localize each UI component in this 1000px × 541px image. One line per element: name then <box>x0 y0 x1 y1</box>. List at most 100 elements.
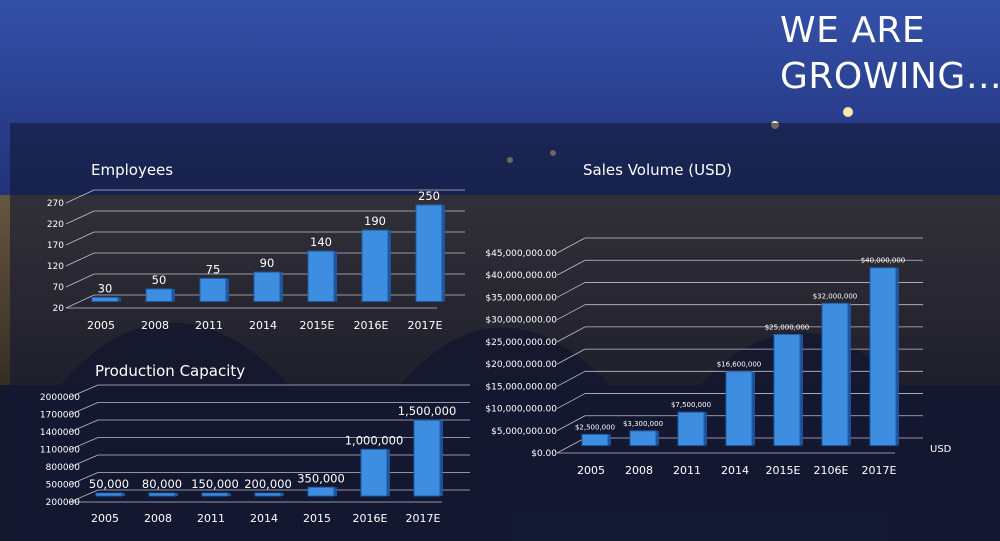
y-tick-label: 1400000 <box>40 428 80 438</box>
bar <box>201 492 229 497</box>
gridline-depth <box>69 384 99 398</box>
x-tick-label: 2014 <box>250 512 278 525</box>
data-label: 140 <box>310 235 332 249</box>
bar <box>677 411 705 446</box>
y-tick-label: $35,000,000.00 <box>485 293 557 303</box>
y-tick-label: $30,000,000.00 <box>485 316 557 326</box>
y-tick-label: 70 <box>53 283 65 293</box>
y-tick-label: 1100000 <box>40 446 80 456</box>
gridline-depth <box>65 252 95 267</box>
bar <box>145 288 173 302</box>
data-label: 50,000 <box>89 477 129 491</box>
gridline-depth <box>69 489 99 503</box>
bar-side <box>175 493 178 496</box>
x-tick-label: 2016E <box>354 319 389 332</box>
bar <box>869 267 897 446</box>
bar-side <box>800 334 803 446</box>
bar <box>415 204 443 302</box>
gridline-depth <box>556 393 586 409</box>
gridline-depth <box>556 237 586 254</box>
bar <box>413 419 441 497</box>
bar-side <box>388 230 391 302</box>
data-label: $3,300,000 <box>623 420 663 428</box>
gridline-depth <box>65 210 95 225</box>
x-tick-label: 2017E <box>408 319 443 332</box>
y-tick-label: $20,000,000.00 <box>485 360 557 370</box>
bar-side <box>752 371 755 446</box>
gridline-depth <box>69 419 99 433</box>
x-tick-label: 2005 <box>91 512 119 525</box>
data-label: 1,000,000 <box>345 433 404 447</box>
bar <box>773 333 801 446</box>
x-tick-label: 2014 <box>721 464 749 477</box>
unit-label: USD <box>930 444 952 455</box>
y-tick-label: 20 <box>53 304 65 314</box>
bar <box>360 448 388 497</box>
x-tick-label: 2005 <box>577 464 605 477</box>
bar-side <box>704 412 707 446</box>
gridline-depth <box>65 273 95 288</box>
bar <box>199 277 227 302</box>
bar-side <box>334 487 337 496</box>
bar-side <box>334 251 337 302</box>
x-tick-label: 2106E <box>814 464 849 477</box>
x-tick-label: 2008 <box>625 464 653 477</box>
x-tick-label: 2011 <box>195 319 223 332</box>
gridline-depth <box>556 326 586 343</box>
bar-side <box>896 267 899 446</box>
gridline-depth <box>556 437 586 454</box>
data-label: 50 <box>152 273 167 287</box>
bar-side <box>387 449 390 496</box>
data-label: $7,500,000 <box>671 401 711 409</box>
y-tick-label: $25,000,000.00 <box>485 338 557 348</box>
data-label: 30 <box>98 281 113 295</box>
data-label: 1,500,000 <box>398 404 457 418</box>
bar-side <box>281 493 284 496</box>
y-tick-label: 270 <box>47 199 64 209</box>
x-tick-label: 2008 <box>144 512 172 525</box>
data-label: 90 <box>260 256 275 270</box>
x-tick-label: 2011 <box>673 464 701 477</box>
chart-title: Production Capacity <box>95 362 245 380</box>
y-tick-label: 800000 <box>46 463 81 473</box>
gridline-depth <box>65 294 95 309</box>
y-tick-label: 1700000 <box>40 411 80 421</box>
gridline-depth <box>65 231 95 246</box>
x-tick-label: 2017E <box>406 512 441 525</box>
production-capacity-chart: Production Capacity 200000 500000 800000 11… <box>40 362 470 525</box>
y-tick-label: 220 <box>47 220 64 230</box>
bar <box>91 296 119 303</box>
gridline-depth <box>556 348 586 365</box>
data-label: 250 <box>418 189 440 203</box>
bar-side <box>280 272 283 302</box>
bar-side <box>172 288 175 302</box>
gridline-depth <box>65 189 95 204</box>
data-label: 200,000 <box>244 477 292 491</box>
data-label: 75 <box>206 262 221 276</box>
bar-side <box>118 297 121 302</box>
bar-side <box>608 434 611 446</box>
y-tick-label: 200000 <box>46 498 81 508</box>
bar <box>254 492 282 497</box>
y-tick-label: 2000000 <box>40 393 80 403</box>
bar-side <box>122 493 125 496</box>
y-tick-label: $5,000,000.00 <box>491 427 557 437</box>
bar <box>95 492 123 497</box>
sales-volume-chart: Sales Volume (USD) $0.00 $5,000,000.00 $10… <box>485 161 952 477</box>
data-label: 80,000 <box>142 477 182 491</box>
x-tick-label: 2014 <box>249 319 277 332</box>
y-tick-label: $15,000,000.00 <box>485 382 557 392</box>
bar-side <box>228 493 231 496</box>
bar <box>821 302 849 446</box>
gridline-depth <box>556 415 586 432</box>
data-label: $16,600,000 <box>717 361 762 369</box>
x-tick-label: 2017E <box>862 464 897 477</box>
employees-chart: Employees 20 70 120 170 220 270 30 50 75 90 140 190… <box>47 161 465 332</box>
x-tick-label: 2008 <box>141 319 169 332</box>
gridline-depth <box>69 454 99 468</box>
y-tick-label: 120 <box>47 262 64 272</box>
gridline-depth <box>69 472 99 485</box>
gridline-depth <box>556 304 586 321</box>
gridline-depth <box>69 437 99 450</box>
data-label: 350,000 <box>297 471 345 485</box>
